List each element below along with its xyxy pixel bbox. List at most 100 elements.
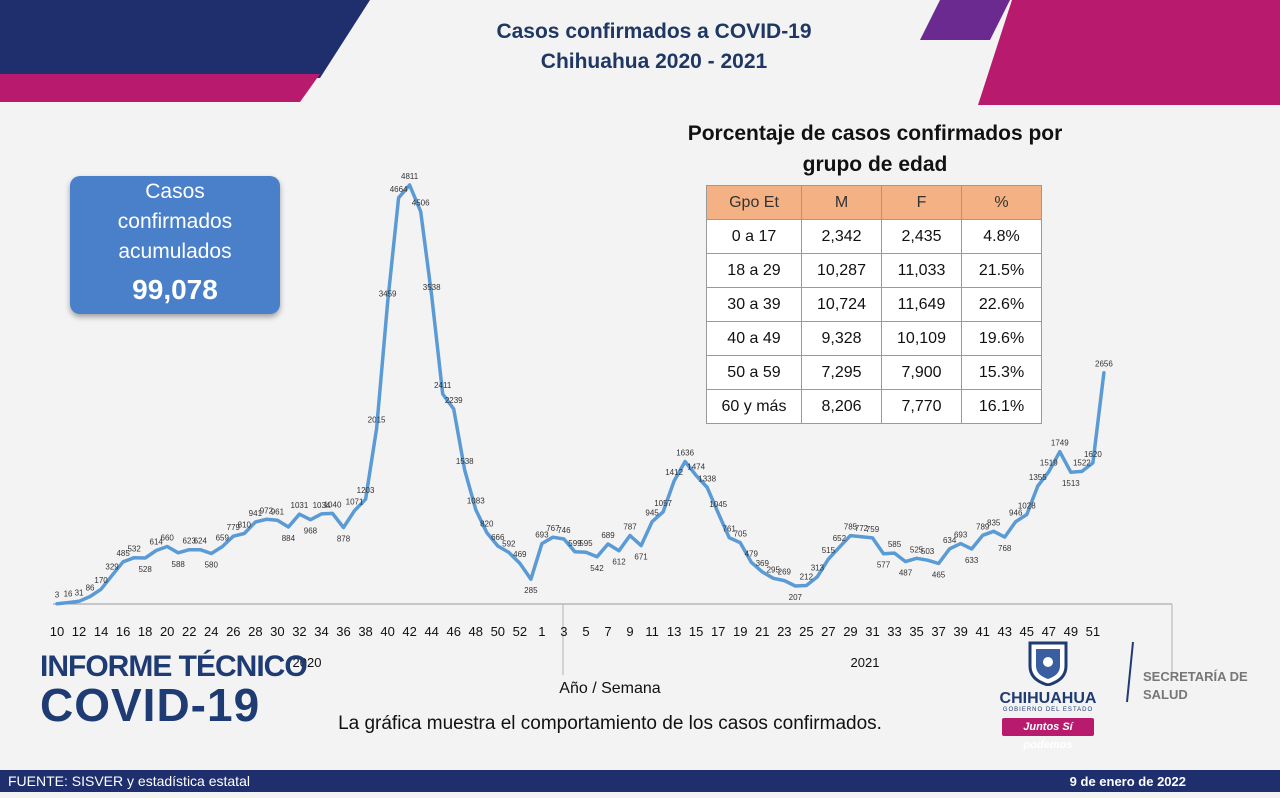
x-tick-label: 37 bbox=[931, 624, 945, 639]
data-label: 207 bbox=[789, 593, 803, 602]
data-label: 705 bbox=[734, 530, 748, 539]
data-label: 469 bbox=[513, 550, 527, 559]
summary-label-3: acumulados bbox=[118, 240, 232, 263]
data-label: 1538 bbox=[456, 457, 474, 466]
data-label: 1045 bbox=[709, 500, 727, 509]
state-logo-name: CHIHUAHUA bbox=[999, 690, 1097, 707]
cell-male: 8,206 bbox=[801, 389, 882, 424]
data-label: 961 bbox=[271, 507, 285, 516]
data-label: 614 bbox=[150, 538, 164, 547]
data-label: 2411 bbox=[434, 381, 452, 390]
summary-label-2: confirmados bbox=[117, 210, 233, 233]
state-shield-icon bbox=[1028, 641, 1068, 686]
x-tick-label: 30 bbox=[270, 624, 284, 639]
data-label: 612 bbox=[612, 558, 626, 567]
header-percent: % bbox=[961, 185, 1042, 220]
age-table-title: Porcentaje de casos confirmados por grup… bbox=[680, 118, 1070, 180]
data-label: 660 bbox=[161, 534, 175, 543]
data-label: 599 bbox=[568, 539, 582, 548]
data-label: 2656 bbox=[1095, 360, 1113, 369]
data-label: 946 bbox=[1009, 509, 1023, 518]
table-row: 18 a 29 10,287 11,033 21.5% bbox=[706, 253, 1042, 288]
header-male: M bbox=[801, 185, 882, 220]
cell-group: 50 a 59 bbox=[706, 355, 802, 390]
state-logo-subtitle: GOBIERNO DEL ESTADO bbox=[1002, 707, 1094, 713]
cell-female: 7,770 bbox=[881, 389, 962, 424]
cell-female: 10,109 bbox=[881, 321, 962, 356]
x-tick-label: 31 bbox=[865, 624, 879, 639]
table-row: 40 a 49 9,328 10,109 19.6% bbox=[706, 321, 1042, 356]
x-axis-title: Año / Semana bbox=[559, 680, 661, 697]
x-tick-label: 14 bbox=[94, 624, 108, 639]
data-label: 689 bbox=[601, 531, 615, 540]
data-label: 369 bbox=[756, 559, 770, 568]
data-label: 313 bbox=[811, 564, 825, 573]
data-label: 588 bbox=[172, 560, 186, 569]
age-table-title-line2: grupo de edad bbox=[802, 153, 948, 176]
cell-male: 2,342 bbox=[801, 219, 882, 254]
data-label: 789 bbox=[976, 522, 990, 531]
data-label: 659 bbox=[216, 534, 230, 543]
cell-percent: 19.6% bbox=[961, 321, 1042, 356]
x-tick-label: 29 bbox=[843, 624, 857, 639]
x-tick-label: 34 bbox=[314, 624, 328, 639]
ministry-line1: SECRETARÍA DE bbox=[1143, 669, 1248, 684]
data-label: 503 bbox=[921, 547, 935, 556]
data-label: 269 bbox=[778, 568, 792, 577]
footer-source: FUENTE: SISVER y estadística estatal bbox=[8, 773, 250, 789]
cell-group: 40 a 49 bbox=[706, 321, 802, 356]
data-label: 2015 bbox=[368, 416, 386, 425]
cell-percent: 16.1% bbox=[961, 389, 1042, 424]
x-tick-label: 43 bbox=[997, 624, 1011, 639]
age-table-title-line1: Porcentaje de casos confirmados por bbox=[687, 122, 1063, 145]
x-tick-label: 38 bbox=[358, 624, 372, 639]
data-label: 785 bbox=[844, 523, 858, 532]
summary-label-1: Casos bbox=[145, 180, 205, 203]
data-label: 525 bbox=[910, 545, 924, 554]
summary-value: 99,078 bbox=[132, 274, 218, 305]
data-label: 2239 bbox=[445, 396, 463, 405]
data-label: 884 bbox=[282, 534, 296, 543]
x-tick-label: 27 bbox=[821, 624, 835, 639]
data-label: 580 bbox=[205, 560, 219, 569]
x-tick-label: 22 bbox=[182, 624, 196, 639]
x-tick-label: 13 bbox=[667, 624, 681, 639]
x-tick-label: 19 bbox=[733, 624, 747, 639]
data-label: 810 bbox=[238, 520, 252, 529]
data-label: 623 bbox=[183, 537, 197, 546]
x-tick-label: 40 bbox=[380, 624, 394, 639]
data-label: 31 bbox=[75, 588, 84, 597]
data-label: 1749 bbox=[1051, 439, 1069, 448]
x-tick-label: 51 bbox=[1086, 624, 1100, 639]
cell-percent: 15.3% bbox=[961, 355, 1042, 390]
x-tick-label: 9 bbox=[626, 624, 633, 639]
data-label: 693 bbox=[954, 531, 968, 540]
cell-male: 10,287 bbox=[801, 253, 882, 288]
data-label: 86 bbox=[86, 584, 95, 593]
footer-bar: FUENTE: SISVER y estadística estatal 9 d… bbox=[0, 770, 1280, 792]
data-label: 1474 bbox=[687, 463, 705, 472]
x-tick-label: 10 bbox=[50, 624, 64, 639]
data-label: 3538 bbox=[423, 283, 441, 292]
x-tick-label: 16 bbox=[116, 624, 130, 639]
year-label-2021: 2021 bbox=[851, 655, 880, 670]
table-row: 50 a 59 7,295 7,900 15.3% bbox=[706, 355, 1042, 390]
x-tick-label: 28 bbox=[248, 624, 262, 639]
cell-female: 11,033 bbox=[881, 253, 962, 288]
data-label: 1636 bbox=[676, 449, 694, 458]
data-label: 1522 bbox=[1073, 458, 1091, 467]
x-tick-label: 44 bbox=[424, 624, 438, 639]
data-label: 772 bbox=[855, 524, 869, 533]
table-row: 0 a 17 2,342 2,435 4.8% bbox=[706, 219, 1042, 254]
data-label: 1412 bbox=[665, 468, 683, 477]
x-tick-label: 46 bbox=[446, 624, 460, 639]
data-label: 329 bbox=[105, 562, 119, 571]
state-slogan: Juntos Sí podemos bbox=[1002, 718, 1094, 751]
report-brand-line1: INFORME TÉCNICO bbox=[40, 650, 308, 683]
x-tick-label: 25 bbox=[799, 624, 813, 639]
x-tick-label: 20 bbox=[160, 624, 174, 639]
data-label: 768 bbox=[998, 544, 1012, 553]
x-tick-label: 42 bbox=[402, 624, 416, 639]
x-tick-label: 41 bbox=[975, 624, 989, 639]
cell-male: 9,328 bbox=[801, 321, 882, 356]
